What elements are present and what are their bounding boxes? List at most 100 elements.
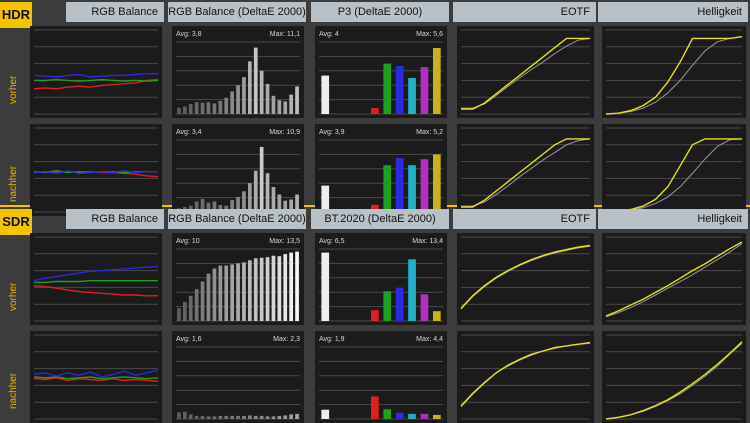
bar — [183, 302, 187, 321]
bar — [236, 263, 240, 321]
series-line-yellow — [605, 36, 743, 115]
bar — [200, 198, 205, 212]
row-label: nachher — [8, 165, 19, 202]
bar — [230, 91, 234, 114]
bar — [206, 273, 211, 321]
bar — [183, 411, 187, 419]
section-label: SDR — [0, 209, 32, 235]
column-header: RGB Balance (DeltaE 2000) — [168, 2, 306, 22]
avg-label: Avg: 4 — [319, 31, 339, 38]
column-header: P3 (DeltaE 2000) — [311, 2, 449, 22]
bar — [212, 103, 217, 114]
bar — [253, 170, 258, 212]
bar — [420, 159, 429, 212]
bar — [177, 308, 181, 321]
column-header: BT.2020 (DeltaE 2000) — [311, 209, 449, 229]
bar — [248, 260, 252, 321]
bar — [236, 415, 240, 419]
bar — [277, 100, 282, 114]
bar — [283, 415, 288, 419]
bar — [271, 255, 276, 321]
bar — [321, 409, 330, 419]
bar — [277, 256, 282, 321]
bar — [433, 48, 441, 114]
hdr-rgb-balance-nachher-panel — [30, 124, 162, 216]
panel-background — [602, 124, 746, 216]
avg-label: Avg: 3,4 — [176, 129, 202, 136]
series-line-red — [33, 285, 158, 297]
bar — [212, 201, 217, 212]
series-line-yellow — [605, 341, 743, 420]
bar — [265, 416, 270, 419]
bar — [289, 414, 293, 419]
avg-label: Avg: 6,5 — [319, 238, 345, 245]
panel-background — [315, 331, 447, 423]
bar — [289, 199, 293, 212]
bar — [248, 61, 252, 114]
max-label: Max: 4,4 — [416, 336, 443, 343]
series-line-yellow — [460, 244, 591, 309]
bar — [177, 412, 181, 419]
bar — [253, 415, 258, 419]
bar — [283, 101, 288, 114]
avg-label: Avg: 3,8 — [176, 31, 202, 38]
panel-background — [602, 331, 746, 423]
bar — [242, 415, 246, 419]
bar — [433, 154, 441, 212]
bar — [230, 264, 234, 321]
bar — [321, 185, 330, 212]
bar — [218, 205, 223, 212]
bar — [236, 85, 240, 114]
series-line-yellow — [461, 37, 590, 110]
series-line-ref — [605, 243, 743, 318]
panel-background — [457, 233, 594, 325]
bar — [395, 158, 404, 212]
bar — [212, 416, 217, 419]
bar — [271, 187, 276, 212]
bar — [271, 95, 276, 114]
column-header: RGB Balance — [66, 209, 164, 229]
bar — [383, 291, 392, 321]
bar — [218, 100, 223, 114]
sdr-rgb-deltae-vorher-panel: Avg: 10 Max: 13,5 — [172, 233, 304, 325]
hdr-p3-deltae-vorher-panel: Avg: 4 Max: 5,6 — [315, 26, 447, 118]
bar — [206, 416, 211, 419]
panel-background — [457, 124, 594, 216]
sdr-eotf-nachher-panel — [457, 331, 594, 423]
bar — [395, 412, 404, 419]
bar — [206, 202, 211, 212]
panel-background — [30, 124, 162, 216]
sdr-rgb-balance-vorher-panel — [30, 233, 162, 325]
column-header: Helligkeit — [598, 2, 748, 22]
bar — [218, 415, 223, 419]
series-line-blue — [33, 369, 159, 378]
bar — [321, 252, 330, 321]
bar — [200, 102, 205, 114]
bar — [265, 83, 270, 114]
bar — [194, 289, 199, 321]
bar — [200, 415, 205, 419]
max-label: Max: 10,9 — [269, 129, 300, 136]
bar — [265, 173, 270, 212]
bar — [206, 102, 211, 114]
bar — [253, 258, 258, 321]
bar — [289, 252, 293, 321]
bar — [371, 108, 379, 114]
bar — [433, 311, 441, 321]
avg-label: Avg: 3,9 — [319, 129, 345, 136]
bar — [295, 194, 299, 212]
max-label: Max: 5,6 — [416, 31, 443, 38]
column-header: Helligkeit — [598, 209, 748, 229]
hdr-p3-deltae-nachher-panel: Avg: 3,9 Max: 5,2 — [315, 124, 447, 216]
bar — [283, 254, 288, 321]
series-line-yellow — [461, 138, 590, 208]
bar — [236, 197, 240, 212]
panel-background — [457, 26, 594, 118]
bar — [395, 66, 404, 114]
sdr-rgb-balance-nachher-panel — [30, 331, 162, 423]
bar — [408, 78, 416, 114]
bar — [200, 281, 205, 321]
bar — [420, 294, 429, 321]
column-header: EOTF — [453, 209, 596, 229]
bar — [371, 396, 379, 419]
